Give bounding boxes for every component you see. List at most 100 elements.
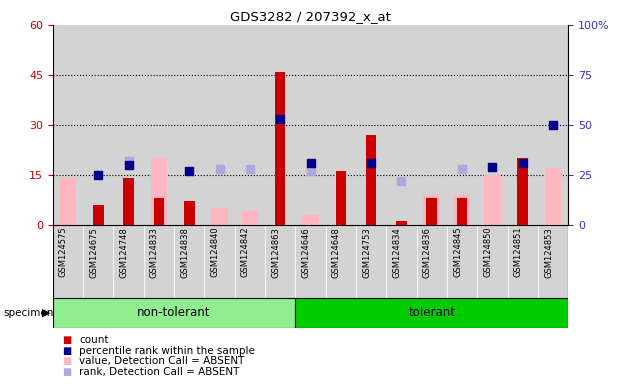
Bar xyxy=(507,225,538,298)
Text: GSM124833: GSM124833 xyxy=(150,227,159,278)
Bar xyxy=(478,25,507,225)
Point xyxy=(275,116,285,122)
Bar xyxy=(265,225,296,298)
Text: ■: ■ xyxy=(62,356,71,366)
Bar xyxy=(153,198,164,225)
Bar xyxy=(60,178,76,225)
Bar xyxy=(235,25,265,225)
Bar xyxy=(53,225,83,298)
Bar xyxy=(143,25,174,225)
Bar xyxy=(447,225,478,298)
Bar xyxy=(484,175,501,225)
Bar xyxy=(325,25,356,225)
Bar xyxy=(457,198,468,225)
Bar xyxy=(507,25,538,225)
Text: value, Detection Call = ABSENT: value, Detection Call = ABSENT xyxy=(79,356,245,366)
Text: GSM124838: GSM124838 xyxy=(180,227,189,278)
Point xyxy=(93,172,103,178)
Text: GSM124863: GSM124863 xyxy=(271,227,280,278)
Bar xyxy=(366,135,376,225)
Text: percentile rank within the sample: percentile rank within the sample xyxy=(79,346,255,356)
Bar xyxy=(454,195,471,225)
Bar xyxy=(204,25,235,225)
Bar xyxy=(417,225,447,298)
Text: ▶: ▶ xyxy=(42,308,51,318)
Bar xyxy=(396,221,407,225)
Text: tolerant: tolerant xyxy=(408,306,455,319)
Bar xyxy=(150,158,167,225)
Bar xyxy=(83,25,114,225)
Bar xyxy=(427,198,437,225)
Text: GDS3282 / 207392_x_at: GDS3282 / 207392_x_at xyxy=(230,10,391,23)
Bar xyxy=(545,168,561,225)
Text: GSM124845: GSM124845 xyxy=(453,227,462,278)
Bar xyxy=(124,178,134,225)
Bar xyxy=(356,25,386,225)
Text: ■: ■ xyxy=(62,367,71,377)
Point xyxy=(306,160,315,166)
Bar xyxy=(386,225,417,298)
Point xyxy=(457,166,467,172)
Point xyxy=(396,178,406,184)
Point xyxy=(366,160,376,166)
Text: GSM124646: GSM124646 xyxy=(302,227,310,278)
Point xyxy=(184,168,194,174)
Bar xyxy=(424,195,440,225)
Text: rank, Detection Call = ABSENT: rank, Detection Call = ABSENT xyxy=(79,367,240,377)
Text: GSM124853: GSM124853 xyxy=(544,227,553,278)
Bar xyxy=(296,225,325,298)
Bar xyxy=(538,225,568,298)
Bar xyxy=(114,225,143,298)
Text: GSM124575: GSM124575 xyxy=(59,227,68,278)
Bar xyxy=(184,201,194,225)
Bar xyxy=(356,225,386,298)
Bar xyxy=(235,225,265,298)
Bar xyxy=(265,25,296,225)
Bar xyxy=(296,25,325,225)
Text: GSM124748: GSM124748 xyxy=(120,227,129,278)
Bar xyxy=(83,225,114,298)
Point xyxy=(548,122,558,128)
Bar xyxy=(275,71,286,225)
Point xyxy=(518,160,528,166)
Bar xyxy=(114,25,143,225)
Bar xyxy=(325,225,356,298)
Text: GSM124675: GSM124675 xyxy=(89,227,98,278)
Bar xyxy=(302,215,319,225)
Text: ■: ■ xyxy=(62,335,71,345)
Text: ■: ■ xyxy=(62,346,71,356)
Text: GSM124851: GSM124851 xyxy=(514,227,523,278)
Bar xyxy=(447,25,478,225)
Bar xyxy=(204,225,235,298)
Bar xyxy=(478,225,507,298)
Bar xyxy=(211,208,228,225)
Bar xyxy=(335,171,346,225)
Bar xyxy=(93,205,104,225)
Text: GSM124648: GSM124648 xyxy=(332,227,341,278)
Point xyxy=(124,162,134,168)
Point xyxy=(306,168,315,174)
Text: GSM124836: GSM124836 xyxy=(423,227,432,278)
Bar xyxy=(386,25,417,225)
Point xyxy=(487,164,497,170)
Point xyxy=(487,164,497,170)
Text: GSM124850: GSM124850 xyxy=(483,227,492,278)
Text: GSM124834: GSM124834 xyxy=(392,227,401,278)
Point xyxy=(124,158,134,164)
Point xyxy=(548,122,558,128)
Bar xyxy=(242,211,258,225)
Bar xyxy=(143,225,174,298)
Bar xyxy=(53,298,296,328)
Text: GSM124840: GSM124840 xyxy=(211,227,220,278)
Bar xyxy=(174,225,204,298)
Bar xyxy=(517,158,528,225)
Bar xyxy=(296,298,568,328)
Bar xyxy=(53,25,83,225)
Bar xyxy=(538,25,568,225)
Bar xyxy=(417,25,447,225)
Point xyxy=(215,166,225,172)
Point xyxy=(245,166,255,172)
Text: GSM124753: GSM124753 xyxy=(362,227,371,278)
Text: specimen: specimen xyxy=(3,308,53,318)
Text: non-tolerant: non-tolerant xyxy=(137,306,211,319)
